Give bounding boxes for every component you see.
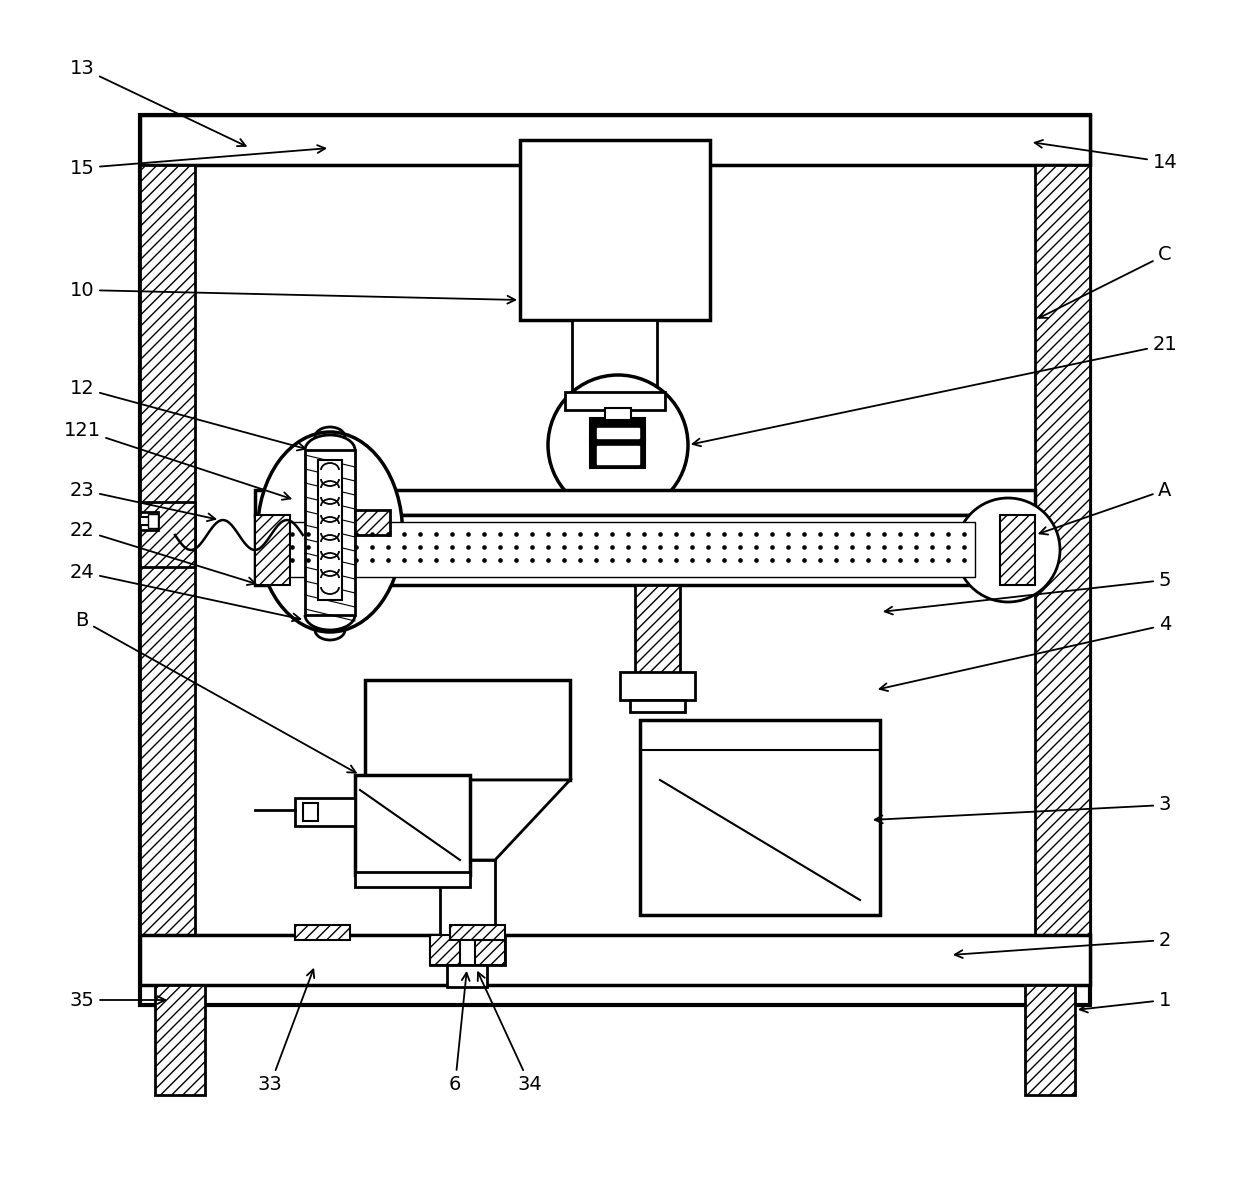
Text: 24: 24 (69, 563, 300, 621)
Text: B: B (76, 610, 356, 773)
Text: 33: 33 (258, 970, 314, 1094)
Text: A: A (1039, 480, 1172, 535)
Bar (305, 450, 355, 615)
Bar (590, 440, 645, 468)
Bar (430, 935, 460, 965)
Text: 21: 21 (693, 335, 1177, 446)
Circle shape (956, 498, 1060, 602)
Bar (140, 115, 1090, 1005)
Text: 121: 121 (63, 420, 290, 500)
Bar (255, 490, 1035, 515)
Text: 5: 5 (885, 571, 1172, 614)
Text: 13: 13 (69, 59, 246, 146)
Text: C: C (1039, 245, 1172, 318)
Bar (596, 446, 639, 464)
Bar (355, 774, 470, 875)
Text: 23: 23 (69, 480, 216, 521)
Bar (303, 803, 317, 821)
Bar (255, 515, 1035, 585)
Bar (999, 515, 1035, 585)
Text: 15: 15 (69, 145, 325, 177)
Bar (140, 517, 150, 525)
Bar (295, 798, 355, 826)
Bar (450, 925, 505, 940)
Bar (620, 672, 694, 700)
Circle shape (548, 375, 688, 515)
Bar (155, 985, 205, 1095)
Bar (148, 514, 157, 528)
Text: 35: 35 (69, 990, 165, 1009)
Bar (355, 871, 470, 887)
Bar (140, 165, 195, 935)
Text: 1: 1 (1080, 990, 1172, 1013)
Bar (365, 680, 570, 780)
Text: 2: 2 (955, 930, 1172, 958)
Bar (295, 925, 350, 940)
Text: 10: 10 (69, 280, 515, 304)
Bar (640, 721, 880, 915)
Bar (596, 429, 639, 438)
Text: 4: 4 (879, 615, 1172, 691)
Text: 6: 6 (449, 973, 470, 1094)
Bar (572, 320, 657, 395)
Text: 3: 3 (874, 796, 1172, 824)
Ellipse shape (258, 432, 403, 632)
Bar (475, 935, 505, 965)
Bar (140, 935, 1090, 985)
Polygon shape (365, 780, 570, 859)
Bar (630, 700, 684, 712)
Text: 34: 34 (477, 972, 542, 1094)
Bar (635, 585, 680, 675)
Bar (1035, 165, 1090, 935)
Bar (440, 859, 495, 935)
Bar (355, 510, 391, 535)
Bar (255, 515, 290, 585)
Text: 12: 12 (69, 378, 305, 450)
Bar (1025, 985, 1075, 1095)
Text: 14: 14 (1034, 140, 1177, 171)
Text: 22: 22 (69, 521, 255, 585)
Bar (280, 522, 975, 577)
Bar (520, 140, 711, 320)
Bar (317, 460, 342, 600)
Bar (565, 391, 665, 411)
Bar (140, 115, 1090, 165)
Bar (140, 502, 195, 567)
Bar (590, 418, 645, 440)
Bar (140, 512, 157, 530)
Bar (605, 408, 631, 420)
Bar (430, 935, 505, 965)
Bar (446, 965, 487, 988)
